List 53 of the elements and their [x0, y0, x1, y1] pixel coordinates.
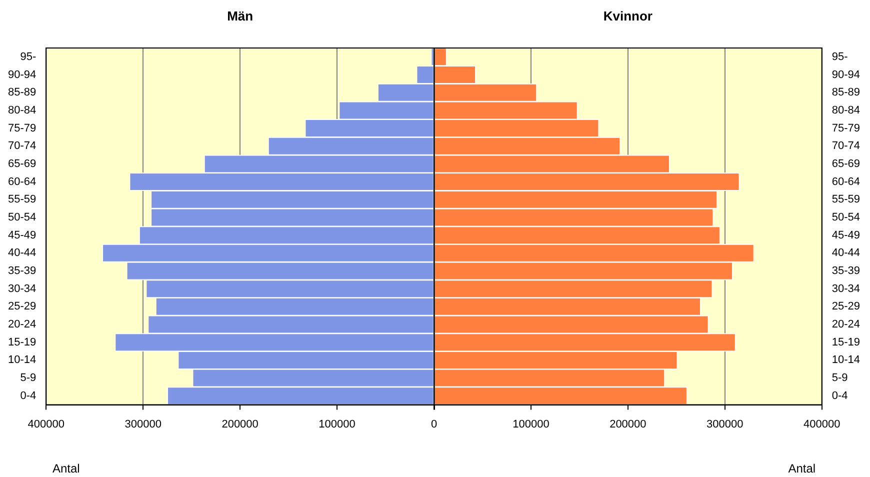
y-tick-label: 25-29	[832, 300, 860, 313]
y-tick-label: 35-39	[832, 265, 860, 278]
y-tick-label: 40-44	[832, 247, 860, 260]
y-tick-label: 5-9	[832, 372, 848, 384]
category-label: 15-19	[8, 336, 36, 348]
x-tick-label: 400000	[28, 418, 64, 430]
text: Antal	[52, 461, 80, 476]
y-tick-label: 60-64	[832, 176, 860, 188]
category-label: 50-54	[8, 212, 36, 224]
category-label: 20-24	[8, 318, 36, 331]
x-tick-label: 400000	[804, 418, 840, 430]
category-label: 40-44	[8, 247, 36, 260]
y-tick-label: 0-4	[832, 390, 848, 402]
text: Kvinnor	[603, 8, 652, 24]
y-tick-label: 70-74	[832, 140, 860, 152]
x-tick-label: 200000	[222, 418, 258, 430]
y-tick-label: 45-49	[832, 229, 860, 242]
category-label: 10-14	[8, 354, 36, 366]
y-tick-label: 90-94	[832, 68, 860, 81]
category-label: 0-4	[20, 390, 36, 402]
y-tick-label: 55-59	[832, 194, 860, 206]
y-tick-label: 30-34	[832, 282, 860, 295]
category-label: 70-74	[8, 140, 36, 152]
category-label: 95-	[20, 50, 36, 63]
x-tick-label: 300000	[706, 418, 744, 430]
y-tick-label: 50-54	[832, 212, 860, 224]
y-tick-label: 15-19	[832, 336, 860, 348]
text: Män	[227, 8, 254, 24]
category-label: 30-34	[8, 282, 36, 295]
category-label: 85-89	[8, 86, 36, 99]
category-label: 60-64	[8, 176, 36, 188]
x-tick-label: 100000	[318, 418, 356, 430]
text: Antal	[788, 461, 816, 476]
category-label: 25-29	[8, 300, 36, 313]
y-tick-label: 80-84	[832, 104, 860, 116]
category-label: 75-79	[8, 122, 36, 134]
y-tick-label: 20-24	[832, 318, 860, 331]
category-label: 90-94	[8, 68, 36, 81]
y-tick-label: 75-79	[832, 122, 860, 134]
x-tick-label: 100000	[512, 418, 550, 430]
x-tick-label: 0	[430, 418, 438, 430]
y-tick-label: 85-89	[832, 86, 860, 99]
category-label: 80-84	[8, 104, 36, 116]
x-tick-label: 300000	[124, 418, 162, 430]
x-tick-label: 200000	[610, 418, 646, 430]
y-tick-label: 10-14	[832, 354, 860, 366]
category-label: 45-49	[8, 229, 36, 242]
category-label: 35-39	[8, 265, 36, 278]
y-tick-label: 95-	[832, 50, 848, 63]
category-label: 55-59	[8, 194, 36, 206]
category-label: 65-69	[8, 158, 36, 170]
y-tick-label: 65-69	[832, 158, 860, 170]
category-label: 5-9	[20, 372, 36, 384]
